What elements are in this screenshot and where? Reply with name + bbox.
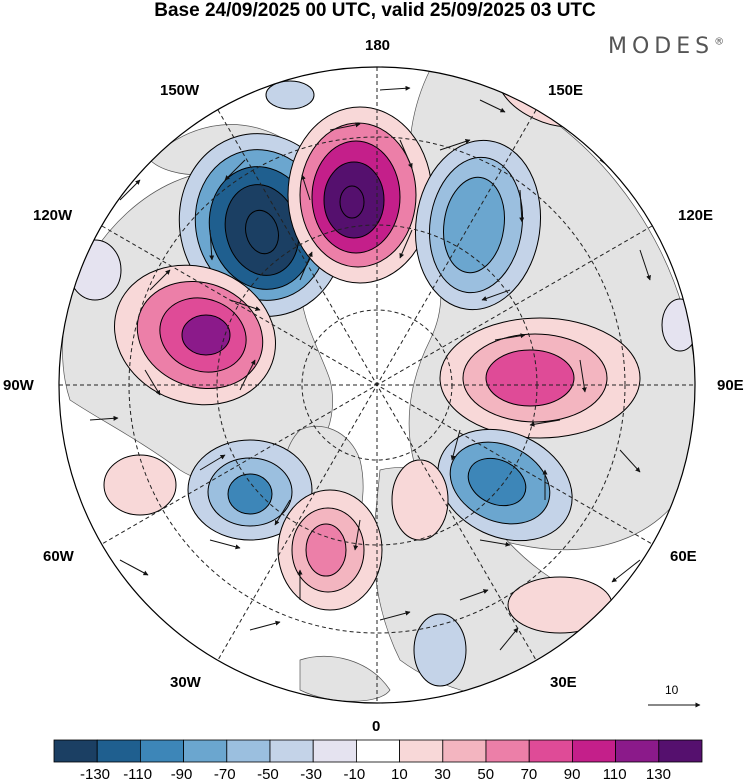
graticule [59,67,695,703]
colorbar-swatch [226,739,271,763]
colorbar-tick-label: -110 [123,766,153,783]
colorbar-swatch [355,739,400,763]
colorbar-swatch [528,739,573,763]
colorbar-tick-label: 70 [520,766,538,783]
label-180: 180 [365,37,391,54]
colorbar-swatch [572,739,617,763]
colorbar-tick-label: -10 [343,766,366,783]
label-30e: 30E [550,674,577,691]
label-90e: 90E [717,377,744,394]
anomaly-field [68,67,695,687]
colorbar-swatch [183,739,228,763]
colorbar-swatch [96,739,141,763]
colorbar-tick-label: -30 [300,766,322,783]
colorbar-tick-label: 90 [563,766,581,783]
colorbar-tick-label: -70 [213,766,236,783]
colorbar-tick-label: 30 [434,766,451,783]
colorbar-swatch [442,739,487,763]
colorbar-tick-label: -90 [170,766,193,783]
negative-anomaly-barents-sea [437,428,573,542]
colorbar-tick-label: -50 [257,766,279,783]
label-120w: 120W [33,207,73,224]
colorbar-tick-label: 50 [477,766,495,783]
colorbar-swatch [485,739,530,763]
label-60e: 60E [670,548,697,565]
label-30w: 30W [170,674,201,691]
map-title: Base 24/09/2025 00 UTC, valid 25/09/2025… [154,0,596,21]
colorbar-swatch [615,739,660,763]
positive-anomaly-bering-strait [287,106,433,284]
colorbar-swatch [139,739,184,763]
positive-anomaly-north-atlantic [277,489,383,611]
colorbar-tick-label: 10 [391,766,408,783]
colorbar-swatch [53,739,98,763]
colorbar-swatch [269,739,314,763]
colorbar-swatch [399,739,444,763]
colorbar-tick-label: 110 [602,766,627,783]
label-120e: 120E [678,207,714,224]
positive-anomaly-central-siberia [439,317,641,439]
colorbar-swatch [658,739,703,763]
modes-logo: MODES® [608,34,725,59]
label-0: 0 [372,718,381,735]
label-150w: 150W [160,82,200,99]
label-60w: 60W [43,548,74,565]
label-90w: 90W [3,377,34,394]
label-150e: 150E [548,82,584,99]
colorbar-swatch [312,739,357,763]
map-border [58,66,696,704]
colorbar-tick-label: 130 [645,766,671,783]
colorbar-tick-label: -130 [80,766,111,783]
positive-anomaly-canada [114,264,276,406]
reference-vector-label: 10 [665,683,679,697]
colorbar [53,739,703,763]
negative-anomaly-chukotka [414,139,542,311]
